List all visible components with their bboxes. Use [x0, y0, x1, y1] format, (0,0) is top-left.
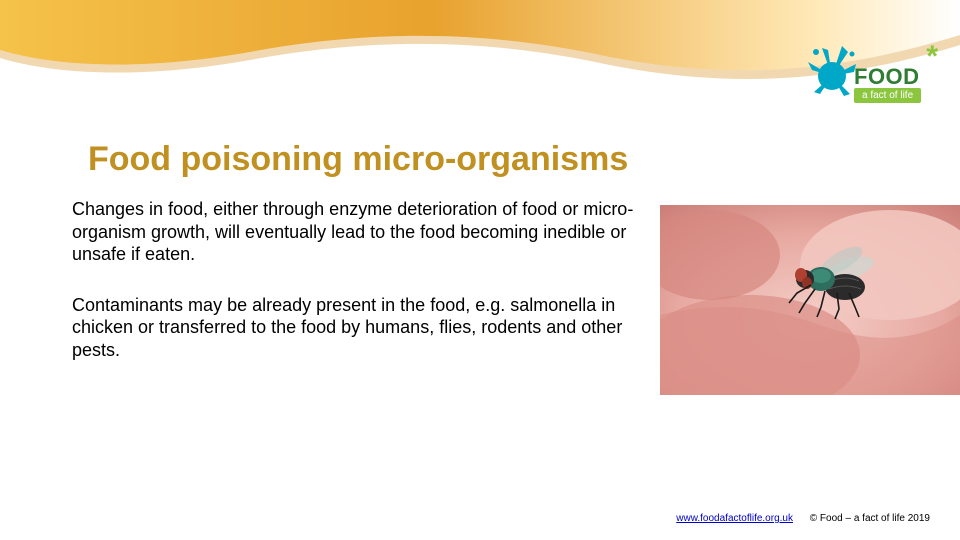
body-text: Changes in food, either through enzyme d…	[72, 198, 657, 389]
slide: FOOD a fact of life * Food poisoning mic…	[0, 0, 960, 540]
paragraph-1: Changes in food, either through enzyme d…	[72, 198, 657, 266]
brand-logo: FOOD a fact of life *	[802, 42, 932, 122]
logo-tagline: a fact of life	[854, 88, 921, 103]
footer-copyright: © Food – a fact of life 2019	[810, 513, 930, 524]
slide-title: Food poisoning micro-organisms	[88, 140, 628, 179]
content-image	[660, 205, 960, 395]
footer: www.foodafactoflife.org.uk © Food – a fa…	[676, 513, 930, 524]
logo-asterisk-icon: *	[926, 40, 938, 74]
logo-brand-text: FOOD	[854, 64, 920, 90]
paragraph-2: Contaminants may be already present in t…	[72, 294, 657, 362]
footer-link[interactable]: www.foodafactoflife.org.uk	[676, 513, 793, 524]
logo-splash-icon	[802, 42, 862, 102]
